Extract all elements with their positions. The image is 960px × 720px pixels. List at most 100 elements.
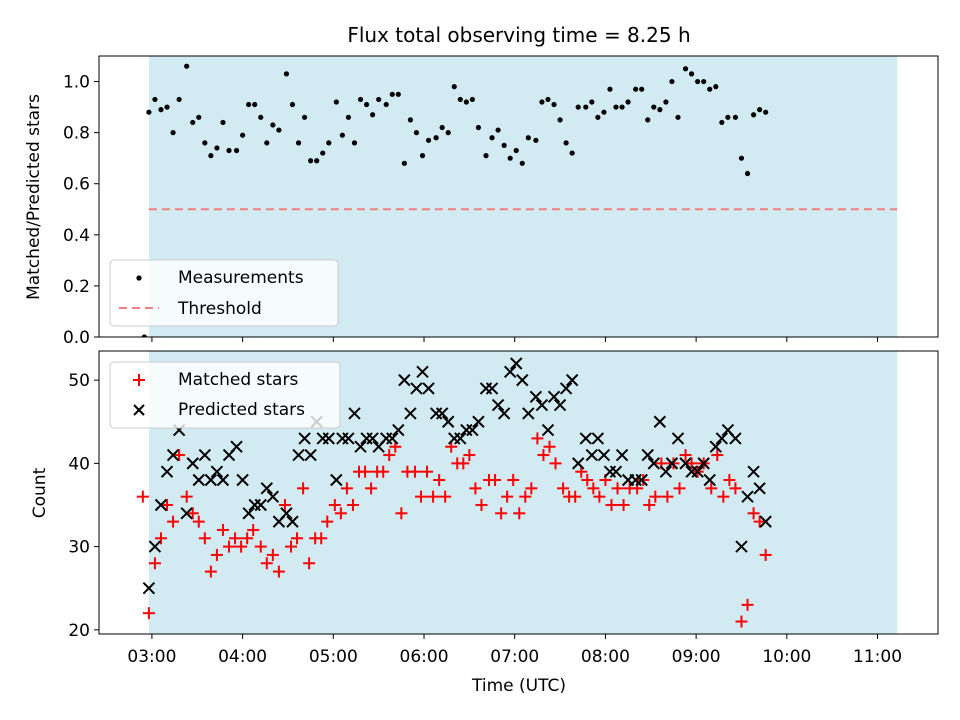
- predicted-stars-point: [541, 423, 555, 437]
- predicted-stars-point: [210, 465, 224, 478]
- matched-stars-point: [581, 474, 594, 487]
- measurement-point: [489, 135, 495, 141]
- predicted-stars-point: [641, 448, 654, 462]
- predicted-stars-point-b: [565, 373, 579, 387]
- measurement-point: [389, 91, 395, 97]
- measurement-point: [657, 107, 663, 113]
- matched-stars-point: [154, 532, 167, 545]
- measurement-point: [701, 78, 707, 85]
- predicted-stars-point: [529, 390, 543, 403]
- measurement-point: [457, 96, 463, 103]
- matched-stars-point: [408, 465, 421, 478]
- matched-stars-point: [291, 532, 304, 545]
- predicted-stars-point-b: [721, 423, 735, 437]
- measurement-point: [214, 145, 220, 151]
- measurement-point: [744, 170, 751, 177]
- predicted-stars-point: [503, 365, 517, 379]
- matched-stars-point: [611, 482, 624, 495]
- measurement-point: [507, 155, 513, 161]
- matched-stars-point: [531, 432, 544, 445]
- predicted-stars-point: [697, 457, 710, 470]
- matched-stars-point: [543, 440, 556, 453]
- predicted-stars-point: [510, 357, 523, 370]
- measurement-point: [545, 96, 551, 103]
- matched-stars-point: [723, 474, 736, 487]
- predicted-stars-point: [180, 507, 193, 520]
- predicted-stars-point: [392, 423, 405, 437]
- matched-stars-point: [383, 449, 396, 462]
- predicted-stars-point-b: [735, 540, 748, 553]
- measurement-point: [246, 101, 252, 108]
- matched-stars-point: [433, 474, 446, 487]
- x-tick-label: 09:00: [672, 647, 721, 667]
- predicted-stars-point: [466, 423, 479, 437]
- predicted-stars-point: [597, 448, 611, 462]
- matched-stars-point: [489, 474, 502, 487]
- matched-stars-point: [569, 490, 582, 503]
- predicted-stars-point-b: [154, 498, 168, 512]
- bottom-y-tick-label: 40: [68, 454, 90, 474]
- measurement-point: [601, 109, 607, 115]
- matched-stars-point: [617, 498, 630, 511]
- top-y-tick-label: 0.8: [63, 124, 90, 144]
- predicted-stars-point-b: [510, 357, 523, 370]
- measurement-point: [688, 71, 695, 77]
- matched-stars-point: [747, 507, 760, 520]
- measurement-point: [663, 99, 669, 105]
- legend-predicted-marker: [133, 404, 145, 416]
- predicted-stars-point-b: [192, 473, 205, 487]
- top-y-tick-label: 0.4: [63, 226, 90, 246]
- measurement-point: [208, 153, 214, 159]
- matched-stars-point: [673, 482, 686, 495]
- predicted-stars-point: [553, 398, 567, 412]
- matched-stars-point: [210, 548, 223, 561]
- predicted-stars-point-b: [659, 465, 673, 478]
- matched-stars-point: [649, 490, 662, 503]
- predicted-stars-point: [491, 398, 505, 412]
- predicted-stars-point-b: [254, 498, 267, 512]
- predicted-stars-point-b: [186, 457, 199, 470]
- predicted-stars-point: [647, 457, 661, 470]
- matched-stars-point: [661, 490, 674, 503]
- matched-stars-point: [260, 557, 273, 570]
- predicted-stars-point: [192, 473, 205, 487]
- measurement-point: [725, 114, 731, 120]
- matched-stars-point: [537, 449, 550, 462]
- predicted-stars-point-b: [416, 365, 429, 379]
- measurement-point: [669, 78, 675, 85]
- matched-stars-point: [414, 490, 427, 503]
- x-tick-label: 05:00: [309, 647, 358, 667]
- predicted-stars-point-b: [691, 465, 704, 478]
- matched-stars-point: [507, 474, 520, 487]
- matched-stars-point: [365, 482, 378, 495]
- top-frame: [98, 55, 939, 338]
- top-series-0: [141, 63, 769, 337]
- predicted-stars-point-b: [503, 365, 517, 379]
- matched-stars-point: [278, 498, 291, 511]
- measurement-point: [501, 142, 507, 149]
- matched-stars-point: [741, 598, 754, 611]
- predicted-stars-point: [735, 540, 748, 553]
- predicted-stars-point-b: [322, 432, 335, 445]
- matched-stars-point: [679, 449, 692, 462]
- matched-stars-point: [463, 449, 476, 462]
- predicted-stars-point-b: [697, 457, 710, 470]
- matched-stars-point: [297, 482, 310, 495]
- measurement-point: [258, 114, 264, 120]
- predicted-stars-point-b: [497, 407, 511, 420]
- matched-stars-point: [148, 557, 161, 570]
- matched-stars-point: [711, 449, 724, 462]
- measurement-point: [419, 153, 426, 159]
- measurement-point: [757, 107, 763, 113]
- predicted-stars-point-b: [330, 473, 343, 487]
- predicted-stars-point: [322, 432, 335, 445]
- predicted-stars-point-b: [491, 398, 505, 412]
- predicted-stars-point: [386, 432, 399, 445]
- measurement-point: [651, 104, 657, 110]
- matched-stars-point: [427, 490, 440, 503]
- predicted-stars-point: [679, 457, 692, 470]
- predicted-stars-point: [435, 407, 449, 420]
- top-y-tick-label: 0.2: [63, 277, 90, 297]
- predicted-stars-point: [609, 465, 623, 478]
- matched-stars-point: [359, 465, 372, 478]
